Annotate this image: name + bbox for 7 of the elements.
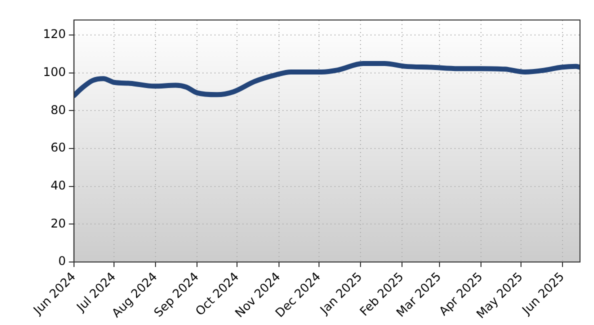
y-tick-label: 0 [58, 254, 66, 268]
y-tick-label: 120 [43, 27, 66, 42]
y-tick-label: 80 [50, 102, 66, 117]
y-tick-label: 100 [43, 65, 66, 80]
y-tick-label: 40 [50, 178, 66, 192]
y-tick-label: 60 [50, 140, 66, 155]
y-tick-label: 20 [50, 216, 66, 230]
